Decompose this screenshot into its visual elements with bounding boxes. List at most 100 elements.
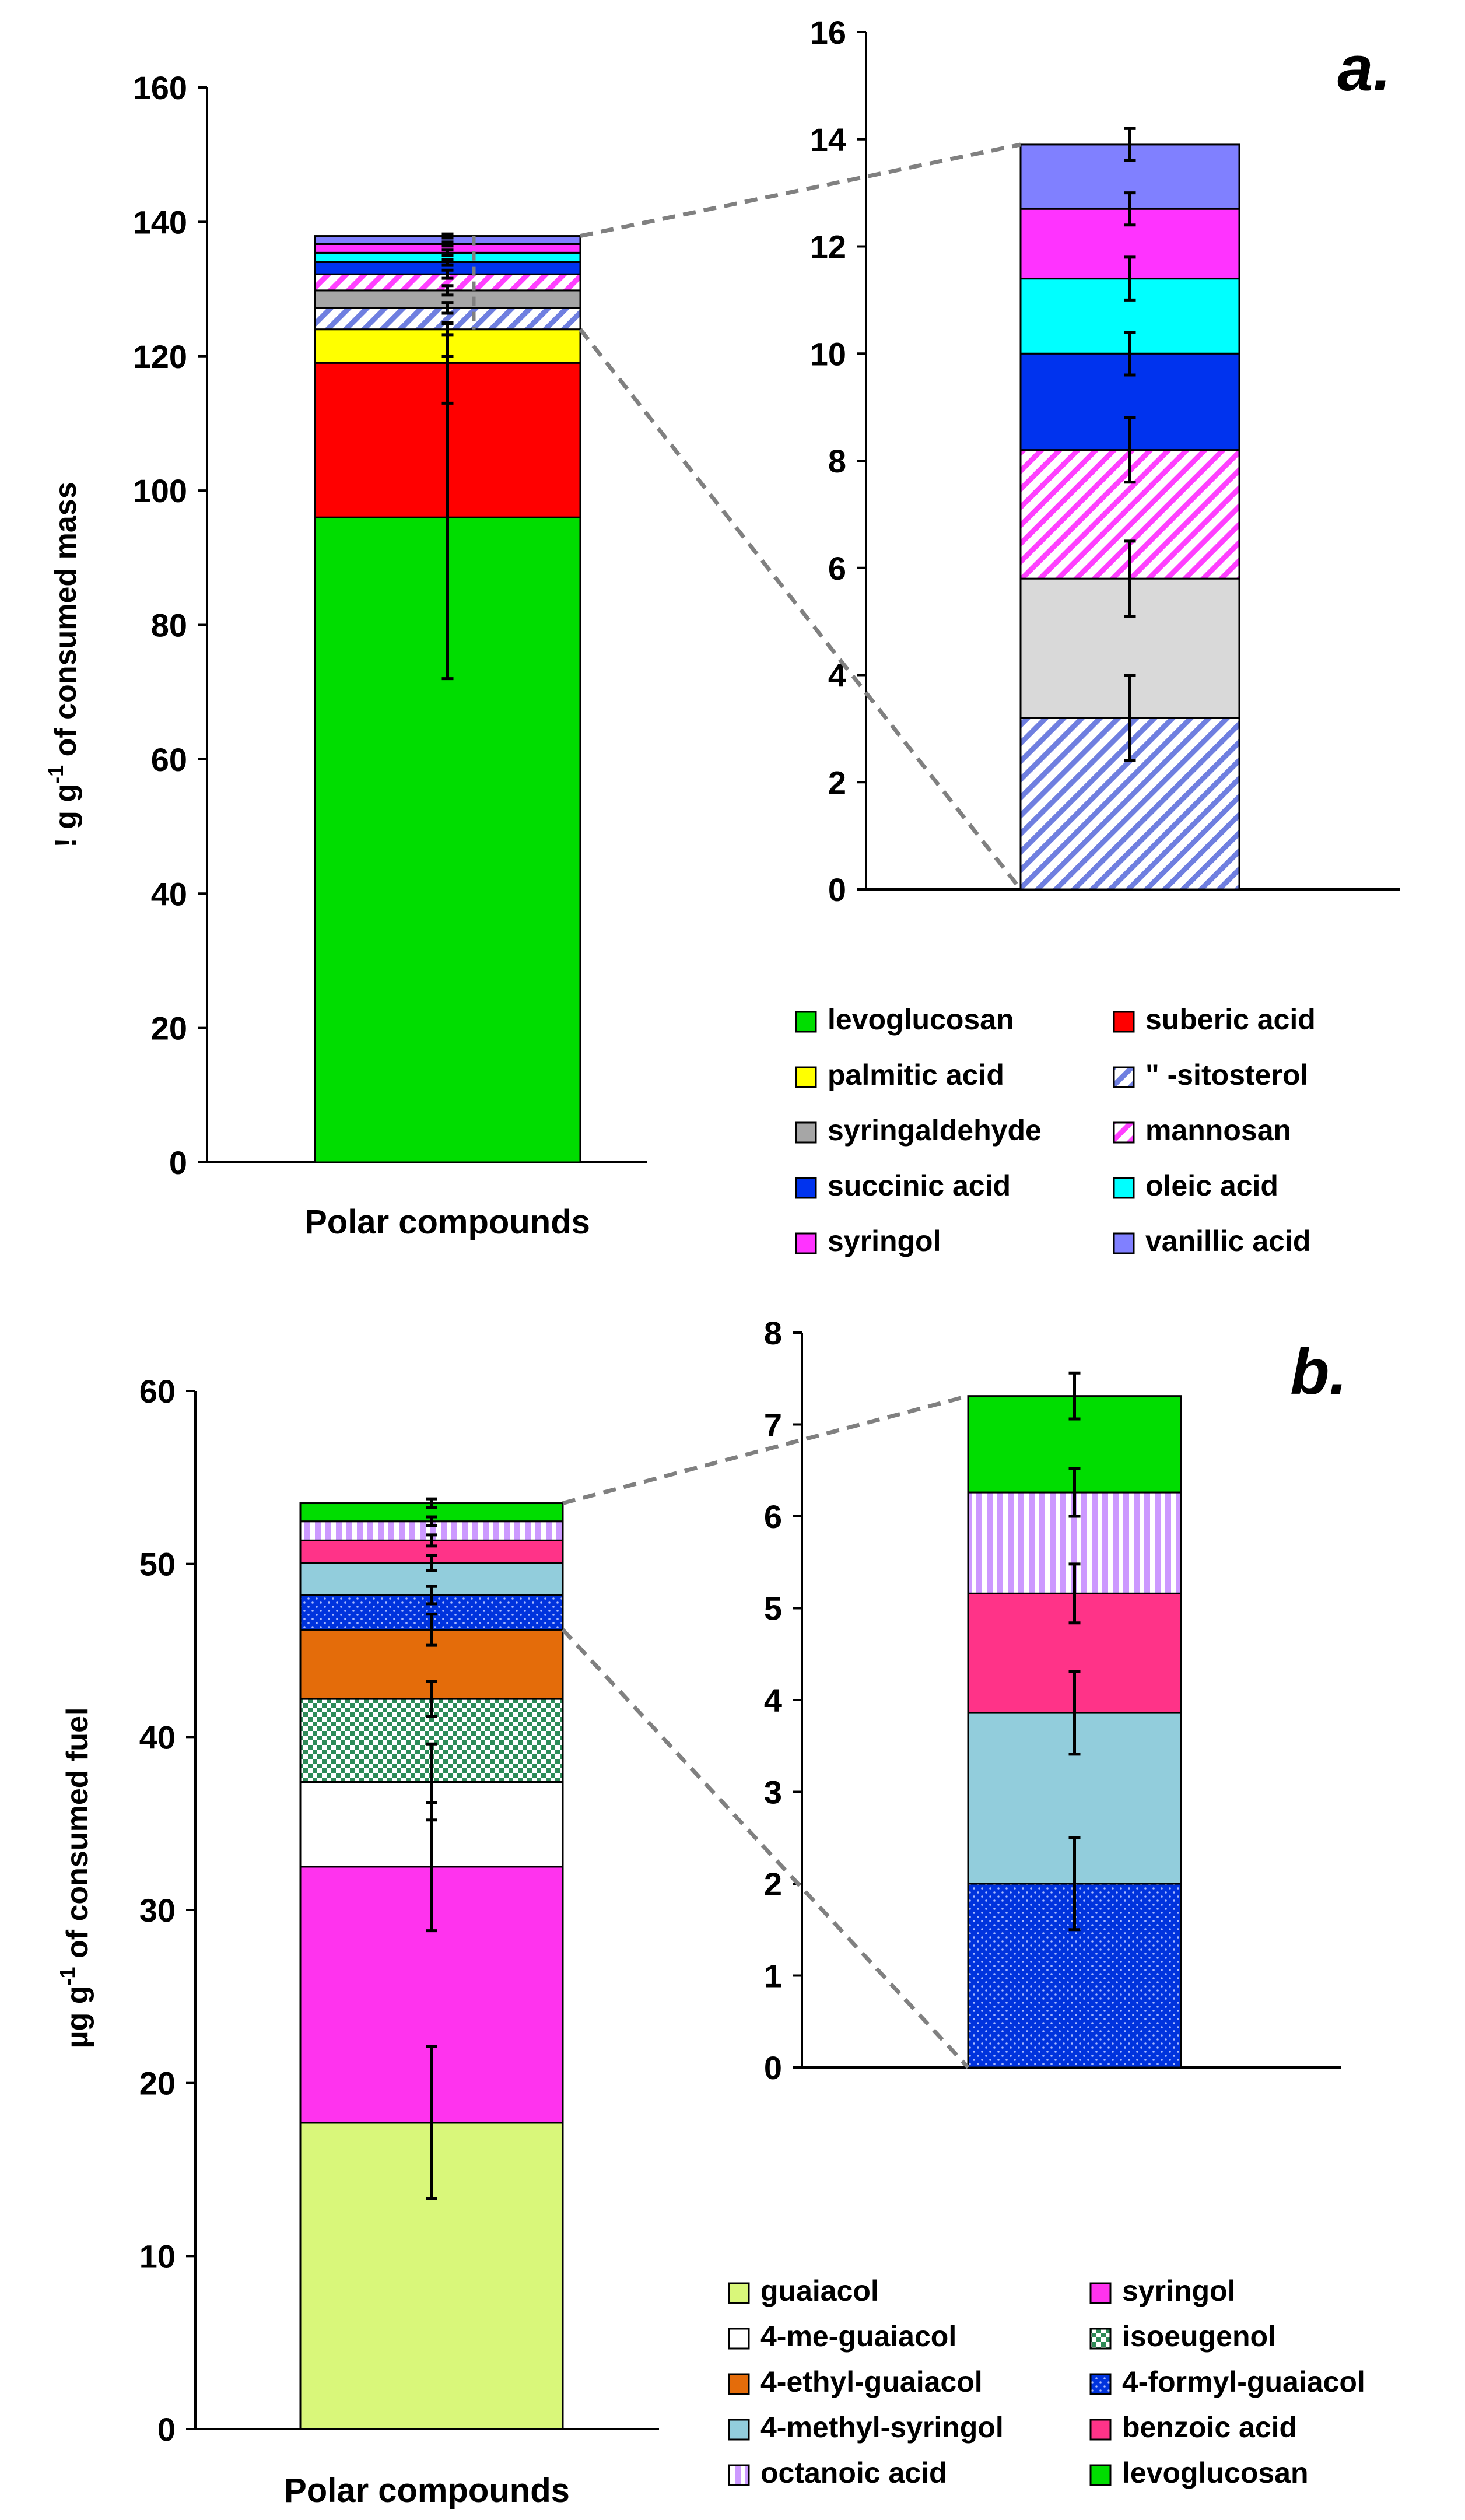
panel-b-legend-swatch-benzoic-acid	[1089, 2419, 1112, 2441]
panel-a-inset-y-tick-label: 2	[828, 764, 846, 801]
panel-b-legend-label-guaiacol: guaiacol	[760, 2274, 879, 2307]
panel-a-y-label-prefix: ! g g	[49, 784, 83, 848]
panel-b-inset-y-tick-label: 5	[764, 1590, 782, 1627]
panel-a-main-y-tick-label: 100	[133, 472, 187, 509]
panel-a-main-y-tick-label: 20	[151, 1010, 187, 1047]
panel-a-legend-swatch-mannosan	[1113, 1121, 1135, 1144]
panel-a-legend-swatch-oleic-acid	[1113, 1177, 1135, 1199]
panel-a-connector-bottom	[579, 328, 1022, 891]
panel-b-main-error-bars	[426, 1497, 437, 2200]
panel-a-legend-swatch-levoglucosan	[795, 1011, 817, 1033]
panel-b-legend-label-4-formyl-guaiacol: 4-formyl-guaiacol	[1122, 2365, 1365, 2398]
panel-b-y-label-suffix: of consumed fuel	[61, 1708, 94, 1967]
panel-a-inset-y-tick-label: 6	[828, 550, 846, 587]
panel-b-category-label: Polar compounds	[284, 2472, 570, 2510]
panel-a-legend-swatch-palmitic-acid	[795, 1066, 817, 1088]
panel-a-legend-label-vanillic-acid: vanillic acid	[1145, 1225, 1310, 1257]
panel-a-inset-error-bars	[1124, 127, 1136, 762]
panel-a-y-axis-label: ! g g-1 of consumed mass	[44, 482, 83, 847]
panel-b-legend-swatch-levoglucosan	[1089, 2464, 1112, 2486]
panel-b-inset-y-tick-label: 3	[764, 1774, 782, 1811]
panel-a-legend-label-succinic-acid: succinic acid	[828, 1169, 1011, 1202]
panel-a-legend-swatch-syringaldehyde	[795, 1121, 817, 1144]
panel-a-main-y-tick-label: 60	[151, 741, 187, 778]
panel-a-inset-y-tick-label: 14	[810, 121, 846, 158]
panel-a-legend: levoglucosan suberic acid palmitic acid " -…	[795, 1003, 1316, 1257]
panel-a-legend-swatch-vanillic-acid	[1113, 1232, 1135, 1254]
panel-b-inset-y-tick-label: 1	[764, 1958, 782, 1995]
panel-b-legend-label-syringol: syringol	[1122, 2274, 1235, 2307]
panel-a-legend-label-syringol: syringol	[828, 1225, 941, 1257]
panel-a-legend-label-sitosterol: " -sitosterol	[1145, 1059, 1308, 1091]
panel-b-legend-label-benzoic-acid: benzoic acid	[1122, 2411, 1297, 2444]
panel-b-main-y-tick-label: 50	[139, 1546, 176, 1583]
panel-a-legend-label-oleic-acid: oleic acid	[1145, 1169, 1278, 1202]
panel-b-legend-label-levoglucosan: levoglucosan	[1122, 2456, 1309, 2489]
panel-b-main-y-tick-label: 30	[139, 1892, 176, 1929]
panel-b-legend-swatch-syringol	[1089, 2282, 1112, 2304]
panel-a-inset-y-tick-label: 10	[810, 335, 846, 372]
panel-a-main-y-tick-label: 120	[133, 338, 187, 375]
panel-a-y-label-suffix: of consumed mass	[49, 482, 83, 765]
panel-b-legend-swatch-isoeugenol	[1089, 2328, 1112, 2350]
panel-b-main-y-axis: 0 10 20 30 40 50 60	[139, 1373, 659, 2448]
panel-b: 0 10 20 30 40 50 60 0 1 2 3 4 5 6 7 8 guaiacol syringol…	[55, 1315, 1365, 2510]
panel-b-legend-swatch-octanoic-acid	[728, 2464, 750, 2486]
panel-a-main-y-tick-label: 40	[151, 875, 187, 912]
panel-b-letter: b.	[1290, 1336, 1347, 1408]
panel-b-main-y-tick-label: 0	[157, 2411, 176, 2448]
panel-b-legend-swatch-4-methyl-syringol	[728, 2419, 750, 2441]
panel-b-connector-bottom	[561, 1628, 970, 2069]
panel-a-main-y-tick-label: 80	[151, 607, 187, 644]
panel-a-inset-y-tick-label: 16	[810, 14, 846, 51]
panel-b-legend-label-octanoic-acid: octanoic acid	[760, 2456, 947, 2489]
panel-b-y-axis-label: µg g-1 of consumed fuel	[55, 1708, 94, 2049]
panel-b-inset-error-bars	[1068, 1371, 1081, 1932]
panel-a-legend-label-levoglucosan: levoglucosan	[828, 1003, 1014, 1036]
panel-b-inset-y-tick-label: 8	[764, 1315, 782, 1351]
panel-a-inset-y-tick-label: 8	[828, 443, 846, 479]
panel-b-legend-label-4-methyl-syringol: 4-methyl-syringol	[760, 2411, 1004, 2444]
panel-a-main-y-axis: 0 20 40 60 80 100 120 140 160	[133, 69, 647, 1181]
panel-b-legend: guaiacol syringol 4-me-guaiacol isoeugenol 4…	[728, 2274, 1365, 2489]
panel-a-category-label: Polar compounds	[304, 1203, 590, 1241]
panel-a-letter: a.	[1337, 33, 1391, 104]
panel-a-legend-label-palmitic-acid: palmitic acid	[828, 1059, 1004, 1091]
panel-b-legend-swatch-guaiacol	[728, 2282, 750, 2304]
panel-a-legend-swatch-syringol	[795, 1232, 817, 1254]
panel-a-legend-swatch-sitosterol	[1113, 1066, 1135, 1088]
panel-a-legend-swatch-suberic-acid	[1113, 1011, 1135, 1033]
panel-a-main-y-tick-label: 0	[169, 1144, 187, 1181]
panel-b-main-y-tick-label: 40	[139, 1719, 176, 1755]
panel-a-legend-swatch-succinic-acid	[795, 1177, 817, 1199]
panel-a-legend-label-mannosan: mannosan	[1145, 1114, 1291, 1147]
panel-b-zoom-connectors	[561, 1394, 970, 2069]
panel-b-main-y-tick-label: 10	[139, 2238, 176, 2274]
panel-a-legend-label-suberic-acid: suberic acid	[1145, 1003, 1316, 1036]
panel-a-legend-label-syringaldehyde: syringaldehyde	[828, 1114, 1042, 1147]
panel-b-legend-label-4-me-guaiacol: 4-me-guaiacol	[760, 2320, 956, 2353]
panel-b-main-y-tick-label: 20	[139, 2065, 176, 2102]
panel-b-legend-label-4-ethyl-guaiacol: 4-ethyl-guaiacol	[760, 2365, 983, 2398]
panel-b-y-label-prefix: µg g	[61, 1986, 94, 2049]
panel-a-inset-y-tick-label: 0	[828, 871, 846, 908]
panel-a-zoom-connectors	[472, 142, 1022, 891]
panel-b-inset-y-tick-label: 2	[764, 1866, 782, 1902]
panel-a-connector-top	[580, 142, 1021, 238]
panel-b-inset-y-tick-label: 7	[764, 1407, 782, 1443]
panel-a-y-label-sup: -1	[44, 765, 68, 784]
panel-b-legend-swatch-4-formyl-guaiacol	[1089, 2373, 1112, 2395]
panel-b-inset-y-tick-label: 0	[764, 2049, 782, 2086]
panel-a-main-error-bars	[441, 232, 454, 681]
panel-b-legend-swatch-4-ethyl-guaiacol	[728, 2373, 750, 2395]
panel-b-legend-label-isoeugenol: isoeugenol	[1122, 2320, 1276, 2353]
panel-b-inset-y-tick-label: 4	[764, 1682, 782, 1719]
panel-b-inset-y-tick-label: 6	[764, 1498, 782, 1535]
panel-a-inset-y-tick-label: 12	[810, 229, 846, 265]
panel-b-legend-swatch-4-me-guaiacol	[728, 2328, 750, 2350]
panel-b-connector-top	[562, 1394, 969, 1505]
panel-b-main-y-tick-label: 60	[139, 1373, 176, 1410]
panel-a-main-y-tick-label: 160	[133, 69, 187, 106]
